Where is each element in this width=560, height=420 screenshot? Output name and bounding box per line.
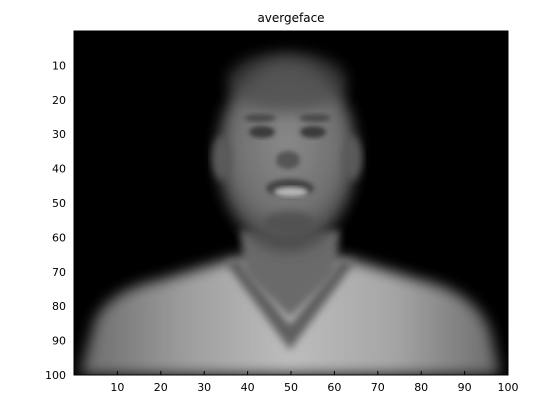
x-tick-label: 80	[414, 381, 428, 394]
y-tick-label: 30	[52, 128, 66, 141]
x-tick-label: 30	[197, 381, 211, 394]
y-axis: 10 20 30 40 50 60 70 80 90 100	[45, 59, 508, 382]
right-brow	[299, 114, 331, 122]
x-tick-label: 70	[371, 381, 385, 394]
x-tick-label: 10	[110, 381, 124, 394]
x-tick-label: 40	[241, 381, 255, 394]
chin	[263, 211, 315, 233]
y-tick-label: 70	[52, 266, 66, 279]
y-tick-label: 20	[52, 94, 66, 107]
neck	[240, 230, 340, 318]
teeth	[274, 187, 308, 197]
right-eye	[300, 126, 326, 138]
x-axis: 10 20 30 40 50 60 70 80 90 100	[110, 31, 519, 394]
jersey-neck	[225, 260, 355, 350]
x-tick-label: 90	[458, 381, 472, 394]
left-ear	[212, 136, 232, 180]
x-tick-label: 60	[327, 381, 341, 394]
nose	[276, 151, 300, 169]
image-area	[74, 31, 508, 375]
x-tick-label: 20	[154, 381, 168, 394]
y-tick-label: 10	[52, 59, 66, 72]
hair	[227, 52, 347, 112]
plot-title: avergeface	[257, 11, 324, 25]
x-tick-label: 50	[284, 381, 298, 394]
y-tick-label: 100	[45, 369, 66, 382]
left-brow	[244, 114, 276, 122]
y-tick-label: 80	[52, 300, 66, 313]
left-eye	[249, 126, 275, 138]
y-tick-label: 40	[52, 163, 66, 176]
y-tick-label: 60	[52, 231, 66, 244]
right-ear	[342, 136, 362, 180]
y-tick-label: 50	[52, 197, 66, 210]
y-tick-label: 90	[52, 335, 66, 348]
x-tick-label: 100	[498, 381, 519, 394]
